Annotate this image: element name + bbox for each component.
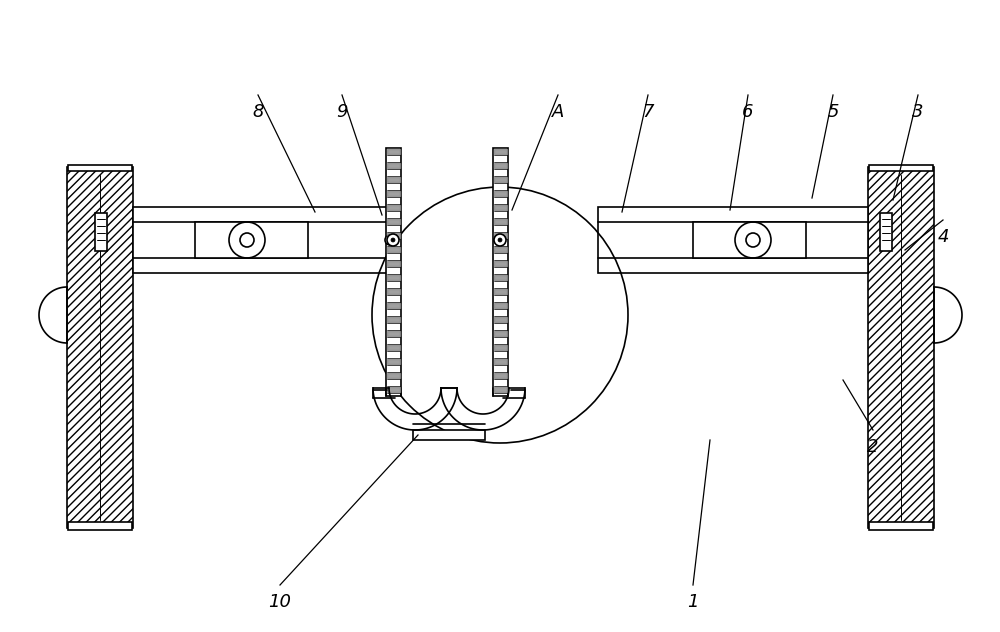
Polygon shape: [494, 177, 507, 182]
Circle shape: [385, 235, 395, 245]
Text: 3: 3: [912, 103, 924, 121]
Polygon shape: [387, 247, 400, 252]
Bar: [693, 222, 806, 258]
Bar: [868, 167, 934, 528]
Polygon shape: [387, 191, 400, 196]
Polygon shape: [387, 331, 400, 336]
Text: 6: 6: [742, 103, 754, 121]
Bar: [880, 213, 892, 251]
Polygon shape: [387, 233, 400, 238]
Bar: [493, 148, 508, 396]
Polygon shape: [387, 219, 400, 224]
Polygon shape: [387, 177, 400, 182]
Text: 4: 4: [937, 228, 949, 246]
Polygon shape: [494, 303, 507, 308]
Polygon shape: [494, 359, 507, 364]
Bar: [598, 207, 868, 273]
Text: 1: 1: [687, 593, 699, 611]
Text: 8: 8: [252, 103, 264, 121]
Polygon shape: [494, 163, 507, 168]
Circle shape: [498, 238, 502, 242]
Bar: [133, 207, 400, 273]
Polygon shape: [387, 373, 400, 378]
Bar: [68, 165, 132, 171]
Polygon shape: [494, 317, 507, 322]
Polygon shape: [494, 191, 507, 196]
Polygon shape: [494, 149, 507, 154]
Text: 2: 2: [867, 438, 879, 456]
Polygon shape: [494, 233, 507, 238]
Polygon shape: [387, 345, 400, 350]
Text: 9: 9: [336, 103, 348, 121]
Circle shape: [387, 234, 399, 246]
Bar: [68, 522, 132, 530]
Polygon shape: [387, 163, 400, 168]
Polygon shape: [387, 205, 400, 210]
Bar: [869, 522, 933, 530]
Polygon shape: [494, 275, 507, 280]
Polygon shape: [494, 373, 507, 378]
Bar: [195, 222, 308, 258]
Bar: [67, 167, 133, 528]
Bar: [869, 165, 933, 171]
Bar: [386, 148, 401, 396]
Polygon shape: [494, 331, 507, 336]
Polygon shape: [387, 275, 400, 280]
Bar: [413, 430, 485, 440]
Polygon shape: [387, 317, 400, 322]
Polygon shape: [494, 219, 507, 224]
Text: 10: 10: [268, 593, 292, 611]
Polygon shape: [387, 359, 400, 364]
Text: A: A: [552, 103, 564, 121]
Polygon shape: [494, 345, 507, 350]
Polygon shape: [387, 289, 400, 294]
Polygon shape: [494, 289, 507, 294]
Polygon shape: [494, 205, 507, 210]
Polygon shape: [494, 387, 507, 392]
Bar: [95, 213, 107, 251]
Polygon shape: [387, 387, 400, 392]
Text: 7: 7: [642, 103, 654, 121]
Polygon shape: [494, 247, 507, 252]
Polygon shape: [387, 261, 400, 266]
Polygon shape: [387, 149, 400, 154]
Circle shape: [494, 234, 506, 246]
Polygon shape: [387, 303, 400, 308]
Polygon shape: [494, 261, 507, 266]
Circle shape: [391, 238, 395, 242]
Text: 5: 5: [827, 103, 839, 121]
